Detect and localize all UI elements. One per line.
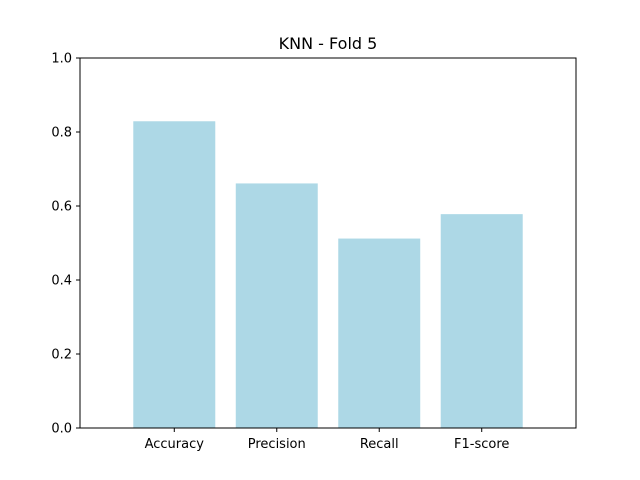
x-tick-label: F1-score bbox=[454, 437, 509, 452]
bar-accuracy bbox=[133, 121, 216, 429]
plot-area-frame bbox=[79, 57, 577, 429]
bar-precision bbox=[235, 183, 318, 428]
bar-f1-score bbox=[440, 214, 523, 428]
y-tick-label: 0.8 bbox=[51, 126, 72, 141]
y-tick-label: 0.0 bbox=[51, 422, 72, 437]
y-tick-label: 0.2 bbox=[51, 348, 72, 363]
x-tick-label: Recall bbox=[360, 437, 399, 452]
x-tick-label: Precision bbox=[248, 437, 306, 452]
axes-layer: Accuracy Precision Recall F1-score 0.0 0.2 0.4… bbox=[51, 52, 509, 453]
bar-recall bbox=[338, 238, 421, 428]
y-tick-label: 0.4 bbox=[51, 274, 72, 289]
chart-title: KNN - Fold 5 bbox=[279, 34, 378, 53]
y-tick-label: 0.6 bbox=[51, 200, 72, 215]
y-tick-label: 1.0 bbox=[51, 52, 72, 67]
bars-layer bbox=[133, 121, 523, 429]
x-tick-label: Accuracy bbox=[145, 437, 205, 452]
